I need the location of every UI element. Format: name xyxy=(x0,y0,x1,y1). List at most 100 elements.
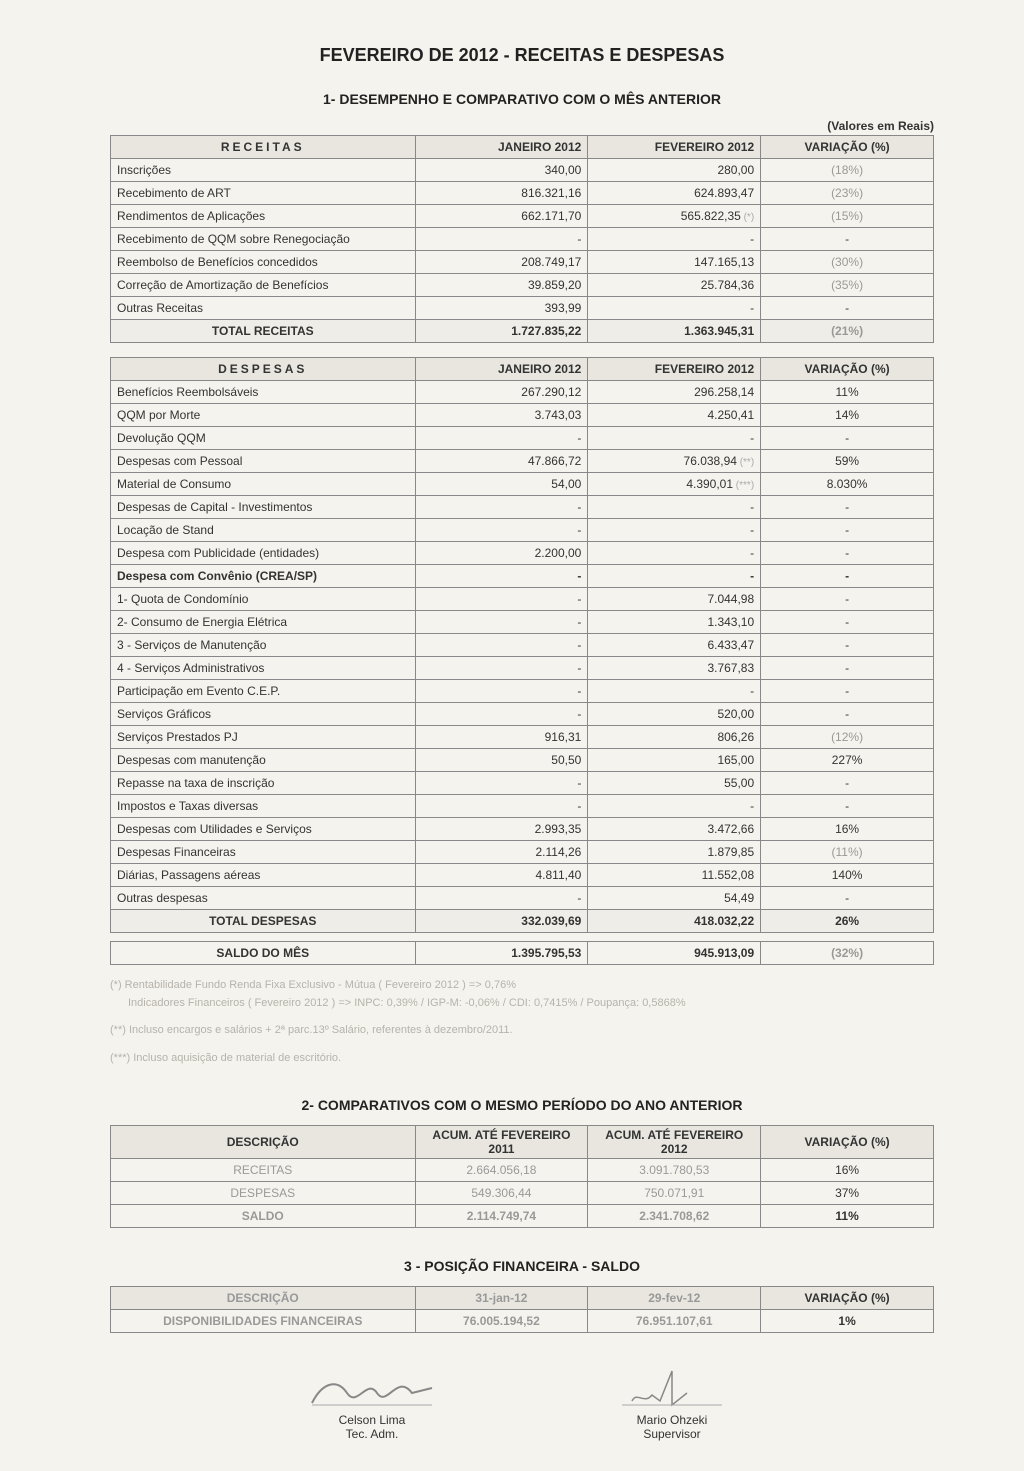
cell-value-1: 2.114.749,74 xyxy=(415,1205,588,1228)
cell-desc: Participação em Evento C.E.P. xyxy=(111,680,416,703)
cell-value-2: 3.472,66 xyxy=(588,818,761,841)
cell-variation: (23%) xyxy=(761,182,934,205)
annotation: (***) xyxy=(733,480,754,491)
cell-variation: - xyxy=(761,588,934,611)
signature-name: Mario Ohzeki xyxy=(582,1413,762,1427)
cell-desc: Serviços Gráficos xyxy=(111,703,416,726)
cell-desc: Despesas com Pessoal xyxy=(111,450,416,473)
receitas-total-desc: TOTAL RECEITAS xyxy=(111,320,416,343)
cell-desc: Material de Consumo xyxy=(111,473,416,496)
page: FEVEREIRO DE 2012 - RECEITAS E DESPESAS … xyxy=(0,0,1024,1471)
cell-variation: (11%) xyxy=(761,841,934,864)
table-row: Repasse na taxa de inscrição-55,00- xyxy=(111,772,934,795)
receitas-total-var: (21%) xyxy=(761,320,934,343)
cell-value-1: 2.200,00 xyxy=(415,542,588,565)
cell-value-1: 50,50 xyxy=(415,749,588,772)
cell-value-1: 2.664.056,18 xyxy=(415,1159,588,1182)
cell-desc: Rendimentos de Aplicações xyxy=(111,205,416,228)
cell-desc: Recebimento de QQM sobre Renegociação xyxy=(111,228,416,251)
cell-variation: - xyxy=(761,565,934,588)
table-row: Outras Receitas393,99-- xyxy=(111,297,934,320)
cell-value-1: 39.859,20 xyxy=(415,274,588,297)
cell-value-1: - xyxy=(415,772,588,795)
footnote-line: Indicadores Financeiros ( Fevereiro 2012… xyxy=(110,995,934,1013)
cell-desc: Despesas de Capital - Investimentos xyxy=(111,496,416,519)
cell-value-2: 6.433,47 xyxy=(588,634,761,657)
cell-variation: - xyxy=(761,228,934,251)
cell-variation: - xyxy=(761,680,934,703)
cell-value-1: 3.743,03 xyxy=(415,404,588,427)
cell-desc: Inscrições xyxy=(111,159,416,182)
cell-desc: 1- Quota de Condomínio xyxy=(111,588,416,611)
cell-variation: - xyxy=(761,542,934,565)
despesas-header-col2: FEVEREIRO 2012 xyxy=(588,358,761,381)
cell-desc: Outras Receitas xyxy=(111,297,416,320)
pos-header-desc: DESCRIÇÃO xyxy=(111,1287,416,1310)
cell-value-1: 916,31 xyxy=(415,726,588,749)
cell-value-2: - xyxy=(588,297,761,320)
cell-desc: Devolução QQM xyxy=(111,427,416,450)
cell-value-1: - xyxy=(415,588,588,611)
cell-value-2: 624.893,47 xyxy=(588,182,761,205)
table-row: Recebimento de ART816.321,16624.893,47(2… xyxy=(111,182,934,205)
cell-value-1: - xyxy=(415,519,588,542)
cell-variation: (18%) xyxy=(761,159,934,182)
cell-variation: - xyxy=(761,703,934,726)
table-row: Locação de Stand--- xyxy=(111,519,934,542)
cell-value-1: 816.321,16 xyxy=(415,182,588,205)
cell-value-2: - xyxy=(588,519,761,542)
table-row: Rendimentos de Aplicações662.171,70565.8… xyxy=(111,205,934,228)
comp-table: DESCRIÇÃO ACUM. ATÉ FEVEREIRO 2011 ACUM.… xyxy=(110,1125,934,1228)
cell-desc: Serviços Prestados PJ xyxy=(111,726,416,749)
table-row: Benefícios Reembolsáveis267.290,12296.25… xyxy=(111,381,934,404)
cell-value-1: - xyxy=(415,703,588,726)
table-row: 4 - Serviços Administrativos-3.767,83- xyxy=(111,657,934,680)
cell-value-2: 147.165,13 xyxy=(588,251,761,274)
table-row: Despesas com Utilidades e Serviços2.993,… xyxy=(111,818,934,841)
cell-variation: (35%) xyxy=(761,274,934,297)
table-row: Serviços Gráficos-520,00- xyxy=(111,703,934,726)
footnote-line: (*) Rentabilidade Fundo Renda Fixa Exclu… xyxy=(110,977,934,995)
cell-value-1: 47.866,72 xyxy=(415,450,588,473)
comp-header-col1: ACUM. ATÉ FEVEREIRO 2011 xyxy=(415,1126,588,1159)
cell-variation: - xyxy=(761,519,934,542)
cell-value-1: 662.171,70 xyxy=(415,205,588,228)
cell-variation: 14% xyxy=(761,404,934,427)
cell-value-1: - xyxy=(415,680,588,703)
section3-title: 3 - POSIÇÃO FINANCEIRA - SALDO xyxy=(110,1258,934,1274)
cell-desc: 4 - Serviços Administrativos xyxy=(111,657,416,680)
footnote-line: (**) Incluso encargos e salários + 2ª pa… xyxy=(110,1022,934,1040)
cell-value-2: - xyxy=(588,795,761,818)
cell-value-2: - xyxy=(588,228,761,251)
cell-variation: 11% xyxy=(761,1205,934,1228)
pos-table: DESCRIÇÃO 31-jan-12 29-fev-12 VARIAÇÃO (… xyxy=(110,1286,934,1333)
signature-area: Celson Lima Tec. Adm. Mario Ohzeki Super… xyxy=(110,1363,934,1441)
cell-value-1: - xyxy=(415,611,588,634)
cell-value-2: 25.784,36 xyxy=(588,274,761,297)
cell-desc: Despesa com Convênio (CREA/SP) xyxy=(111,565,416,588)
receitas-header-desc: RECEITAS xyxy=(111,136,416,159)
despesas-total-v1: 332.039,69 xyxy=(415,910,588,933)
table-row: Devolução QQM--- xyxy=(111,427,934,450)
saldo-desc: SALDO DO MÊS xyxy=(111,942,416,965)
cell-value-2: - xyxy=(588,680,761,703)
cell-value-2: - xyxy=(588,565,761,588)
cell-value-1: - xyxy=(415,657,588,680)
table-row: 3 - Serviços de Manutenção-6.433,47- xyxy=(111,634,934,657)
cell-value-1: - xyxy=(415,496,588,519)
comp-header-desc: DESCRIÇÃO xyxy=(111,1126,416,1159)
receitas-table: RECEITAS JANEIRO 2012 FEVEREIRO 2012 VAR… xyxy=(110,135,934,343)
cell-value-2: - xyxy=(588,496,761,519)
cell-value-1: 54,00 xyxy=(415,473,588,496)
table-row: Despesas Financeiras2.114,261.879,85(11%… xyxy=(111,841,934,864)
cell-desc: 2- Consumo de Energia Elétrica xyxy=(111,611,416,634)
cell-desc: RECEITAS xyxy=(111,1159,416,1182)
cell-value-2: 565.822,35 (*) xyxy=(588,205,761,228)
pos-header-col3: VARIAÇÃO (%) xyxy=(761,1287,934,1310)
cell-value-1: 76.005.194,52 xyxy=(415,1310,588,1333)
cell-desc: Impostos e Taxas diversas xyxy=(111,795,416,818)
cell-desc: Benefícios Reembolsáveis xyxy=(111,381,416,404)
cell-variation: 16% xyxy=(761,818,934,841)
cell-desc: SALDO xyxy=(111,1205,416,1228)
annotation: (*) xyxy=(741,212,754,223)
